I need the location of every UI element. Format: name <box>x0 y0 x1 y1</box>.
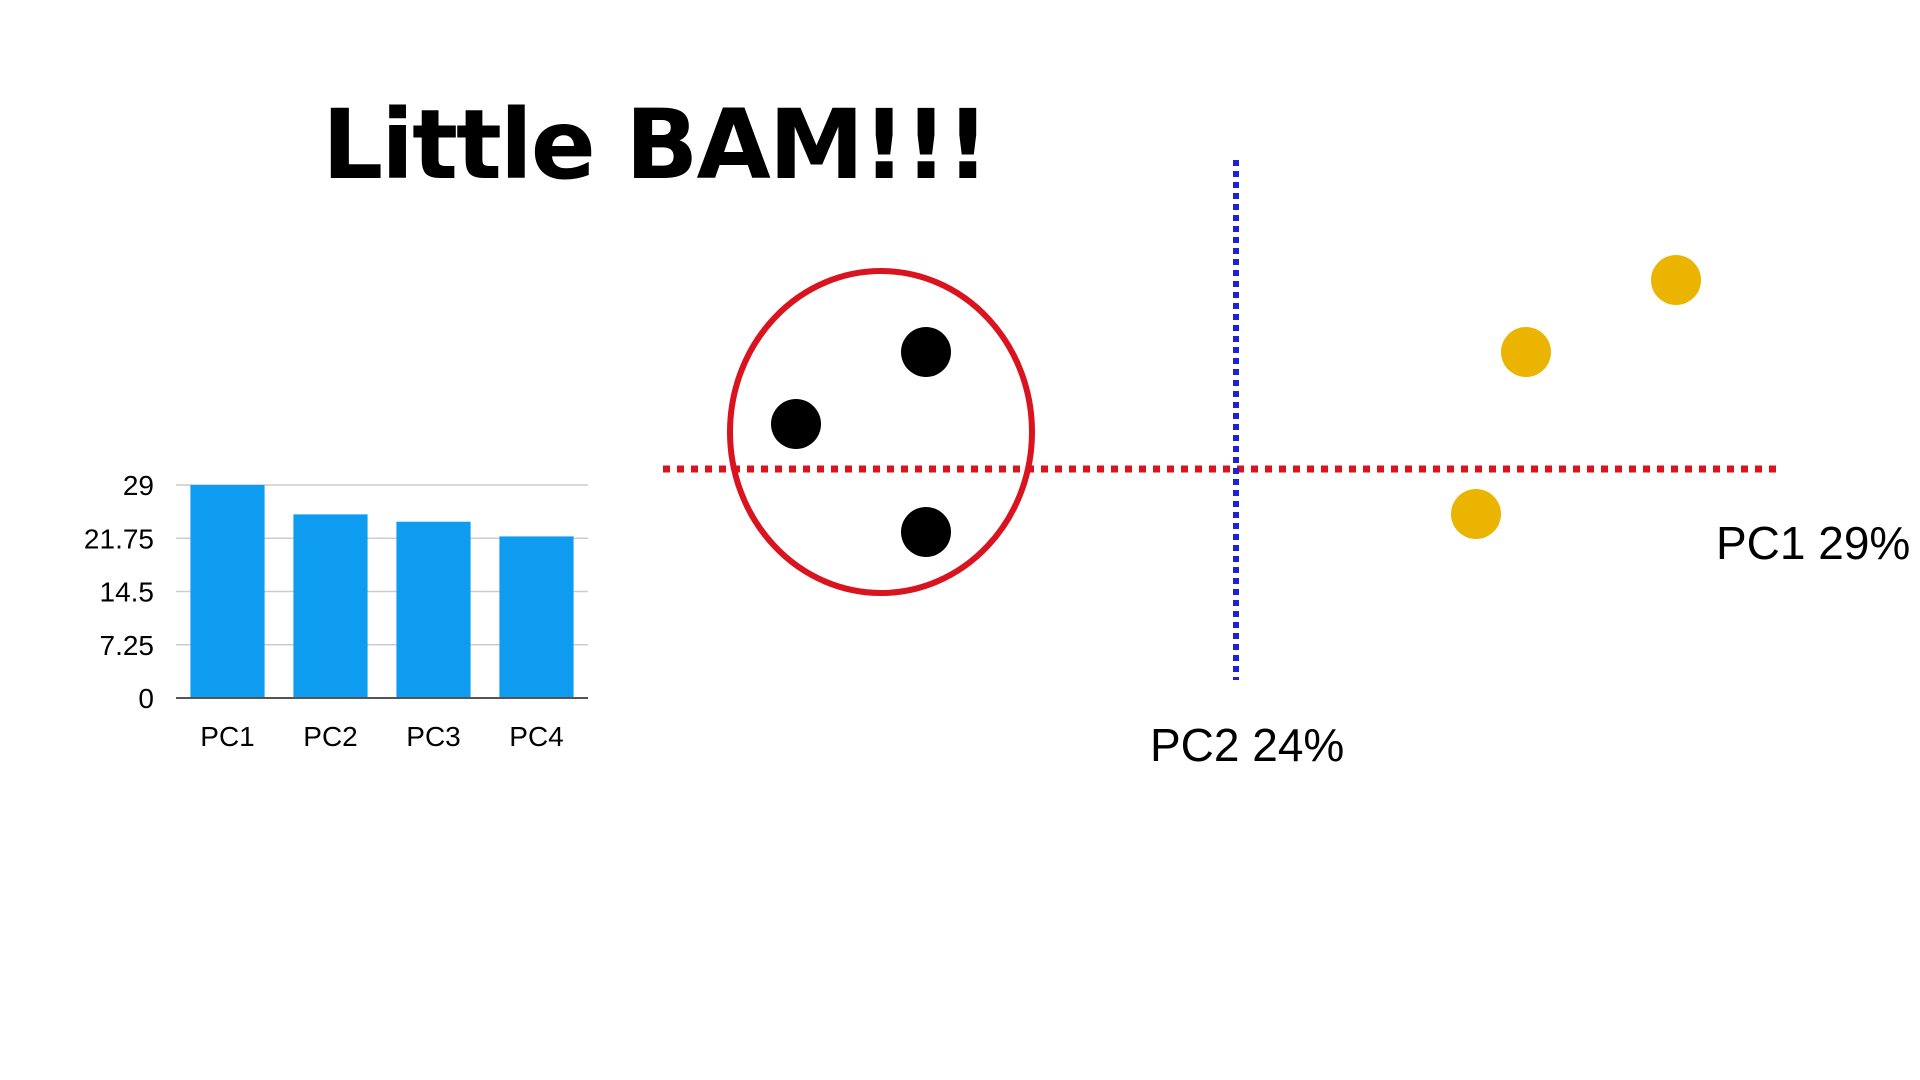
bar-pc3 <box>396 521 471 698</box>
x-category-label: PC2 <box>303 721 357 752</box>
y-tick-label: 14.5 <box>100 577 155 608</box>
explained-variance-bar-chart: 0 7.25 14.5 21.75 29 PC1 PC2 PC3 PC4 <box>84 470 588 752</box>
x-category-label: PC1 <box>200 721 254 752</box>
data-point <box>1651 255 1701 305</box>
cluster-data-point <box>901 507 951 557</box>
cluster-data-point <box>771 399 821 449</box>
x-category-label: PC3 <box>406 721 460 752</box>
slide-title: Little BAM!!! <box>322 89 990 201</box>
x-category-label: PC4 <box>509 721 563 752</box>
pc1-axis-label: PC1 29% <box>1716 517 1910 569</box>
y-tick-label: 0 <box>138 683 154 714</box>
y-tick-label: 21.75 <box>84 523 154 554</box>
pc2-axis-label: PC2 24% <box>1150 719 1344 771</box>
bar-pc4 <box>499 536 574 698</box>
y-tick-label: 7.25 <box>100 630 155 661</box>
bar-pc2 <box>293 514 368 698</box>
cluster-data-point <box>901 327 951 377</box>
cluster-highlight-circle <box>727 268 1035 596</box>
bar-pc1 <box>190 485 265 698</box>
y-tick-label: 29 <box>123 470 154 501</box>
data-point <box>1501 327 1551 377</box>
data-point <box>1451 489 1501 539</box>
